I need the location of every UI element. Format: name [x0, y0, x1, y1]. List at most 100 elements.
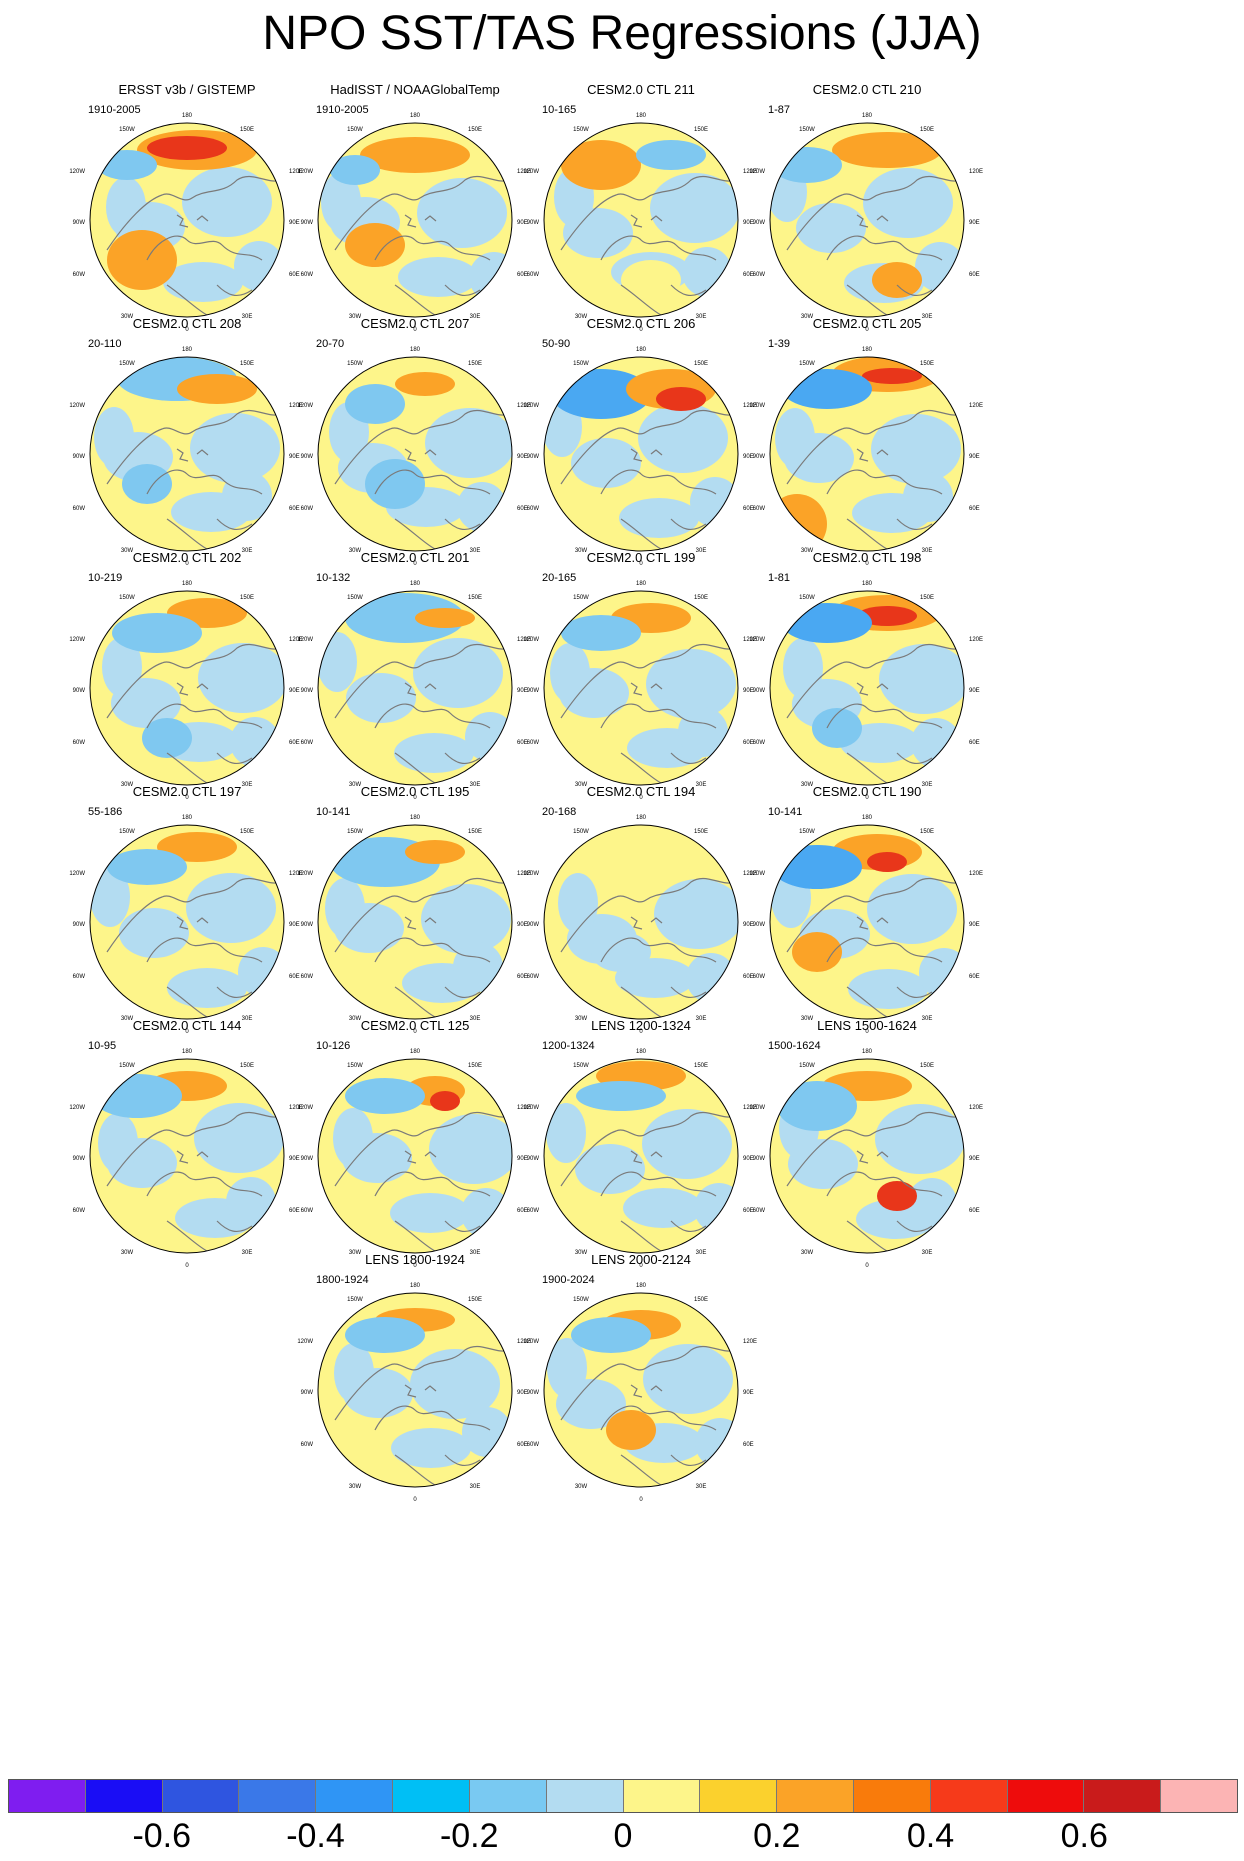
longitude-label: 180: [862, 581, 873, 587]
map-border: [89, 122, 285, 318]
longitude-label: 60E: [743, 740, 754, 746]
longitude-label: 90W: [301, 220, 314, 226]
panel-title: LENS 1200-1324: [591, 1018, 691, 1033]
panel-title: CESM2.0 CTL 211: [587, 82, 695, 97]
anomaly-region: [777, 1081, 857, 1131]
anomaly-region: [678, 707, 728, 757]
anomaly-region: [606, 1410, 656, 1450]
coastline: [334, 409, 511, 550]
longitude-label: 30E: [922, 548, 933, 554]
anomaly-region: [561, 140, 641, 190]
anomaly-region: [547, 1338, 587, 1398]
longitude-label: 90W: [527, 922, 540, 928]
map-panel: CESM2.0 CTL 195 10-141 180 150W 150E 120W 120E…: [280, 782, 550, 1058]
longitude-label: 30W: [349, 314, 362, 320]
longitude-label: 90W: [73, 922, 86, 928]
longitude-label: 60E: [289, 506, 300, 512]
longitude-label: 120W: [523, 169, 539, 175]
longitude-label: 90E: [517, 1156, 528, 1162]
map-panel: LENS 1200-1324 1200-1324 180 150W 150E 120W 12…: [506, 1016, 776, 1292]
anomaly-region: [650, 173, 738, 243]
anomaly-region: [394, 733, 474, 773]
panel-title: ERSST v3b / GISTEMP: [118, 82, 256, 97]
coastline: [106, 409, 283, 550]
longitude-label: 60W: [73, 506, 86, 512]
longitude-label: 30W: [121, 1016, 134, 1022]
map-panel: CESM2.0 CTL 197 55-186 180 150W 150E 120W 120E…: [52, 782, 322, 1058]
anomaly-region: [792, 932, 842, 972]
map-panel: CESM2.0 CTL 206 50-90 180 150W 150E 120W 120E 9…: [506, 314, 776, 590]
longitude-label: 150W: [347, 829, 363, 835]
longitude-label: 120E: [517, 637, 531, 643]
colorbar-swatch: [930, 1780, 1008, 1812]
map-border: [543, 122, 739, 318]
longitude-label: 30E: [242, 782, 253, 788]
longitude-label: 0: [639, 1029, 643, 1035]
longitude-label: 150W: [799, 829, 815, 835]
longitude-label: 150E: [694, 829, 708, 835]
longitude-label: 120E: [289, 169, 303, 175]
longitude-label: 180: [182, 113, 193, 119]
anomaly-region: [848, 969, 928, 1009]
anomaly-region: [107, 849, 187, 885]
longitude-label: 150E: [468, 1063, 482, 1069]
longitude-label: 120W: [297, 871, 313, 877]
longitude-label: 60W: [753, 740, 766, 746]
polar-map: 180 150W 150E 120W 120E 90W 90E 60W 60E 30W 30E 0: [69, 815, 303, 1035]
coastline: [106, 175, 283, 316]
longitude-label: 180: [862, 113, 873, 119]
longitude-label: 120W: [69, 403, 85, 409]
longitude-label: 150W: [573, 361, 589, 367]
anomaly-region: [226, 1177, 276, 1227]
anomaly-region: [122, 464, 172, 504]
longitude-label: 180: [410, 1283, 421, 1289]
anomaly-region: [360, 137, 470, 173]
anomaly-region: [198, 643, 284, 713]
longitude-label: 0: [639, 1263, 643, 1269]
longitude-label: 120W: [523, 403, 539, 409]
longitude-label: 30W: [575, 1484, 588, 1490]
map-border: [769, 1058, 965, 1254]
polar-map: 180 150W 150E 120W 120E 90W 90E 60W 60E 30W 30E 0: [297, 1049, 531, 1269]
panel-title: CESM2.0 CTL 194: [586, 784, 696, 799]
longitude-label: 150E: [468, 1297, 482, 1303]
anomaly-region: [571, 1317, 651, 1353]
longitude-label: 90W: [527, 1390, 540, 1396]
longitude-label: 120W: [749, 169, 765, 175]
colorbar-label: -0.6: [132, 1817, 192, 1855]
longitude-label: 150E: [240, 829, 254, 835]
longitude-label: 30W: [801, 548, 814, 554]
longitude-label: 120E: [743, 169, 757, 175]
anomaly-region: [462, 1407, 512, 1457]
anomaly-region: [871, 414, 961, 484]
longitude-label: 30E: [470, 1016, 481, 1022]
anomaly-region: [334, 1343, 374, 1403]
longitude-label: 90E: [517, 454, 528, 460]
panel-title: CESM2.0 CTL 208: [132, 316, 242, 331]
longitude-label: 150E: [468, 829, 482, 835]
coastline: [560, 1111, 737, 1252]
longitude-label: 0: [639, 561, 643, 567]
longitude-label: 90E: [969, 922, 980, 928]
longitude-label: 150E: [468, 361, 482, 367]
anomaly-region: [919, 948, 964, 998]
longitude-label: 150W: [799, 595, 815, 601]
longitude-label: 150W: [347, 595, 363, 601]
colorbar: [8, 1779, 1238, 1813]
anomaly-region: [234, 241, 284, 291]
longitude-label: 90E: [289, 688, 300, 694]
panel-years: 1900-2024: [542, 1274, 595, 1286]
longitude-label: 30W: [349, 548, 362, 554]
anomaly-region: [318, 632, 357, 692]
longitude-label: 60E: [969, 740, 980, 746]
polar-map: 180 150W 150E 120W 120E 90W 90E 60W 60E 30W 30E 0: [523, 113, 757, 333]
map-panel: CESM2.0 CTL 198 1-81 180 150W 150E 120W 120E 90…: [732, 548, 1002, 824]
anomaly-region: [550, 643, 590, 703]
longitude-label: 30E: [696, 548, 707, 554]
longitude-label: 180: [862, 815, 873, 821]
colorbar-swatch: [9, 1780, 86, 1812]
longitude-label: 60W: [753, 974, 766, 980]
map-border: [769, 824, 965, 1020]
polar-map: 180 150W 150E 120W 120E 90W 90E 60W 60E 30W 30E 0: [297, 347, 531, 567]
longitude-label: 30W: [121, 1250, 134, 1256]
